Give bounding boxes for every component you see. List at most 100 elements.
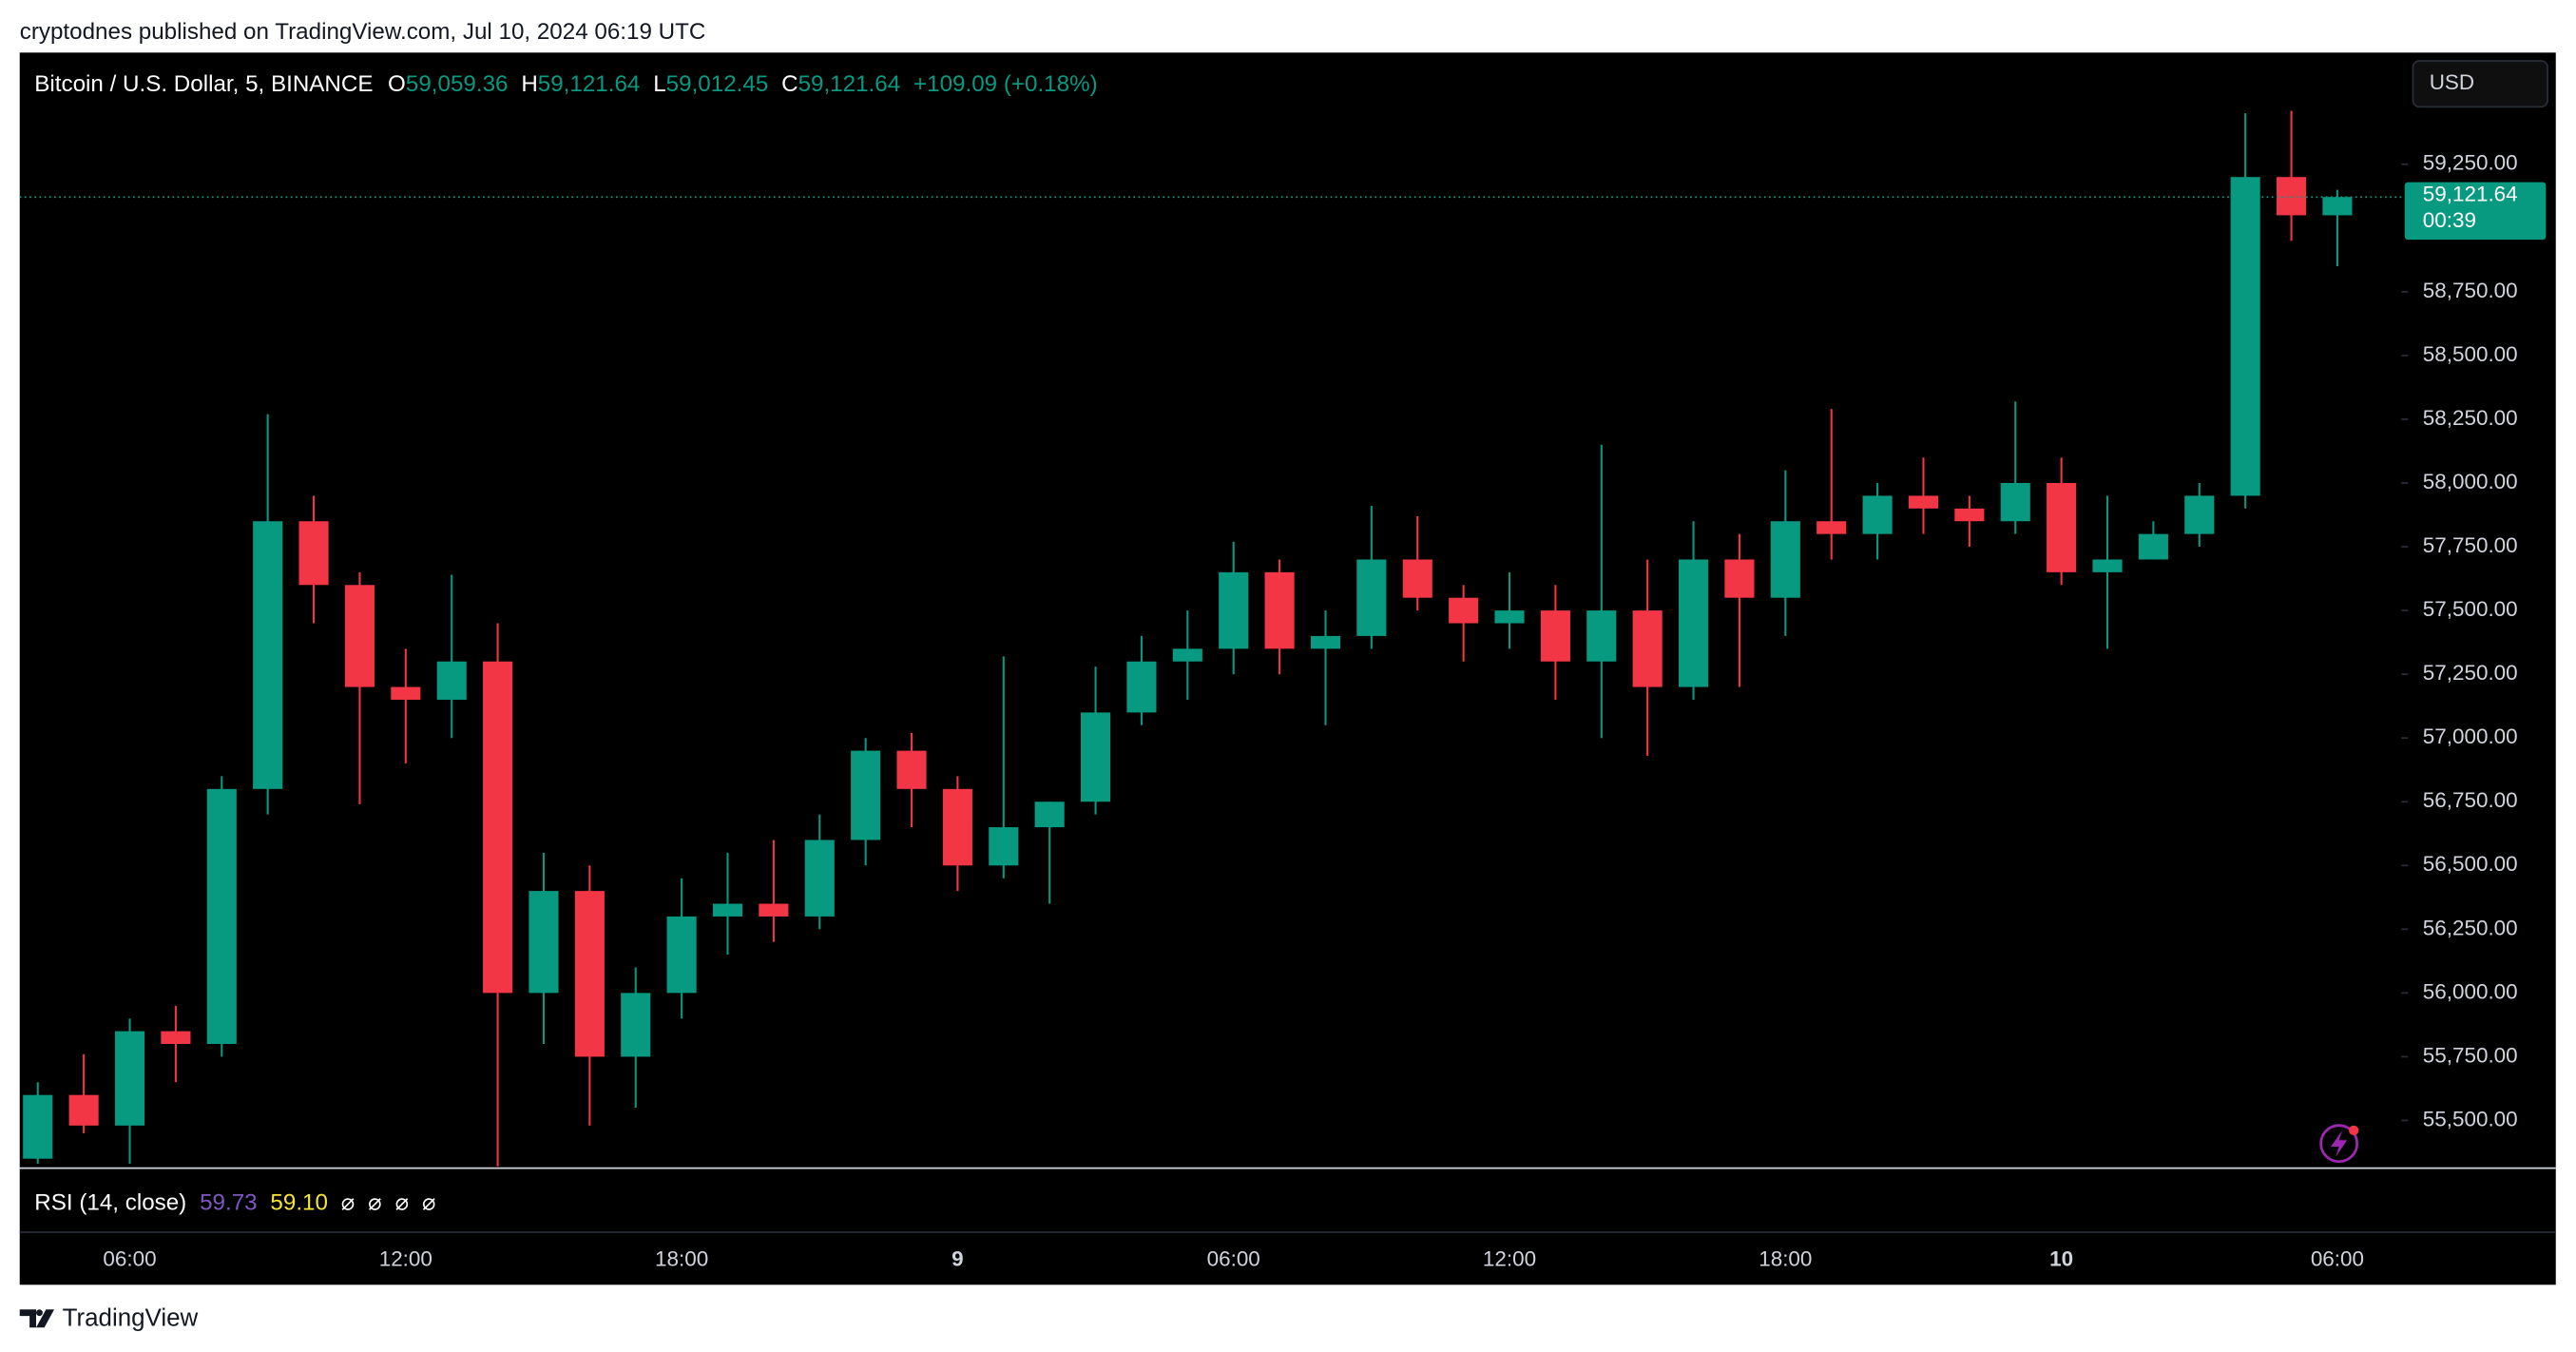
x-tick-label: 10 [2049, 1246, 2073, 1270]
rsi-value: 59.73 [200, 1190, 258, 1216]
rsi-placeholder: ⌀ [422, 1190, 436, 1216]
ohlc-key: C [781, 71, 798, 97]
x-tick-label: 18:00 [1759, 1246, 1812, 1270]
candle-body [529, 891, 559, 994]
publisher-note: cryptodnes published on TradingView.com,… [20, 19, 706, 45]
y-tick-label: 58,750.00 [2423, 279, 2518, 302]
plot-area [23, 110, 2353, 1167]
candle-body [483, 661, 513, 994]
candle-body [621, 993, 651, 1057]
candle-body [2184, 495, 2215, 534]
candle-body [391, 686, 421, 700]
candle-body [2138, 533, 2168, 560]
currency[interactable]: USD [2430, 70, 2474, 94]
y-tick-label: 56,750.00 [2423, 788, 2518, 812]
ohlc-value: 59,121.64 [798, 71, 901, 97]
candle-body [851, 750, 881, 840]
x-tick-label: 12:00 [1483, 1246, 1536, 1270]
candle-body [896, 750, 927, 789]
ohlc-key: L [653, 71, 665, 97]
ohlc-value: 59,012.45 [666, 71, 769, 97]
candle-body [1081, 712, 1111, 802]
y-tick-label: 56,500.00 [2423, 852, 2518, 876]
candle-body [1172, 648, 1202, 662]
currency-button[interactable] [2412, 60, 2548, 108]
candle-body [2047, 483, 2077, 572]
x-tick-label: 9 [952, 1246, 964, 1270]
candle-body [2322, 197, 2353, 216]
y-tick-label: 57,000.00 [2423, 724, 2518, 748]
candle-body [759, 903, 789, 917]
candle-body [1724, 559, 1755, 598]
candle-body [1034, 802, 1065, 828]
ohlc-key: O [388, 71, 406, 97]
brand: TradingView [63, 1304, 199, 1331]
alert-icon[interactable] [2319, 1124, 2359, 1164]
candle-body [1770, 521, 1800, 598]
y-tick-label: 58,250.00 [2423, 406, 2518, 430]
candle-body [1817, 521, 1847, 534]
change: +109.09 (+0.18%) [913, 71, 1098, 97]
x-tick-label: 12:00 [379, 1246, 433, 1270]
countdown: 00:39 [2423, 208, 2476, 232]
y-tick-label: 56,250.00 [2423, 916, 2518, 939]
candle-body [1310, 635, 1341, 649]
candle-body [804, 840, 835, 917]
candle-body [2000, 483, 2030, 522]
ohlc-value: 59,121.64 [538, 71, 641, 97]
y-tick-label: 58,000.00 [2423, 470, 2518, 493]
rsi-label: RSI (14, close) [34, 1190, 186, 1216]
candle-body [114, 1031, 145, 1126]
x-tick-label: 06:00 [1207, 1246, 1260, 1270]
candle-body [1540, 610, 1570, 662]
x-tick-label: 18:00 [655, 1246, 708, 1270]
candle-body [1356, 559, 1387, 636]
candle-body [666, 916, 697, 994]
symbol: Bitcoin / U.S. Dollar, 5, BINANCE [34, 71, 373, 97]
candle-body [161, 1031, 191, 1045]
candle-body [989, 827, 1019, 866]
ohlc-key: H [521, 71, 537, 97]
candle-body [942, 788, 972, 866]
x-tick-label: 06:00 [103, 1246, 156, 1270]
candle-body [1632, 610, 1663, 687]
y-tick-label: 59,250.00 [2423, 151, 2518, 175]
candle-body [298, 521, 329, 586]
candle-body [2230, 177, 2260, 496]
y-tick-label: 56,000.00 [2423, 979, 2518, 1003]
candle-body [1862, 495, 1893, 534]
candle-body [1908, 495, 1939, 509]
rsi-placeholder: ⌀ [341, 1190, 356, 1216]
candle-body [1586, 610, 1617, 662]
candle-body [2092, 559, 2123, 572]
y-tick-label: 57,750.00 [2423, 533, 2518, 557]
candle-body [574, 891, 605, 1057]
y-tick-label: 55,750.00 [2423, 1043, 2518, 1067]
candle-body [1449, 597, 1479, 624]
candle-body [1219, 571, 1249, 649]
brand-logo [19, 1309, 55, 1328]
ohlc-value: 59,059.36 [406, 71, 509, 97]
candle-body [23, 1094, 53, 1159]
rsi-value: 59.10 [270, 1190, 328, 1216]
candle-body [206, 788, 237, 1045]
candle-body [68, 1094, 99, 1126]
candle-body [253, 521, 283, 789]
rsi-placeholder: ⌀ [368, 1190, 382, 1216]
candle-body [2276, 177, 2307, 216]
candle-body [1264, 571, 1295, 649]
candle-body [1494, 610, 1525, 624]
y-tick-label: 55,500.00 [2423, 1107, 2518, 1130]
candle-body [1126, 661, 1157, 713]
last-price-label: 59,121.64 [2423, 182, 2518, 205]
chart-panel [19, 52, 2556, 1285]
candle-body [1954, 508, 1985, 522]
y-tick-label: 57,250.00 [2423, 661, 2518, 685]
y-tick-label: 58,500.00 [2423, 342, 2518, 366]
rsi-legend: RSI (14, close) 59.73 59.10 ⌀ ⌀ ⌀ ⌀ [34, 1190, 435, 1216]
y-tick-label: 57,500.00 [2423, 597, 2518, 621]
x-tick-label: 06:00 [2311, 1246, 2364, 1270]
last-price-tag [2404, 182, 2547, 241]
candle-body [344, 585, 375, 687]
